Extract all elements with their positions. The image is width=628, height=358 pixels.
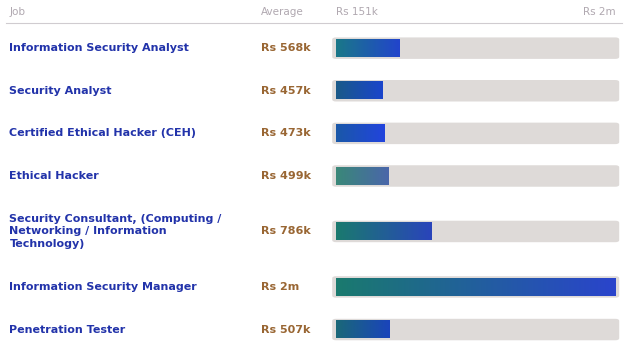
FancyBboxPatch shape — [332, 221, 619, 242]
Text: Rs 568k: Rs 568k — [261, 43, 310, 53]
FancyBboxPatch shape — [332, 276, 619, 297]
Text: Rs 786k: Rs 786k — [261, 227, 310, 236]
Text: Rs 2m: Rs 2m — [261, 282, 299, 292]
Text: Information Security Analyst: Information Security Analyst — [9, 43, 189, 53]
FancyBboxPatch shape — [332, 165, 619, 187]
FancyBboxPatch shape — [332, 319, 619, 340]
Text: Rs 473k: Rs 473k — [261, 129, 310, 139]
Text: Ethical Hacker: Ethical Hacker — [9, 171, 99, 181]
Text: Information Security Manager: Information Security Manager — [9, 282, 197, 292]
Text: Rs 499k: Rs 499k — [261, 171, 311, 181]
Text: Average: Average — [261, 7, 303, 17]
Text: Security Consultant, (Computing /
Networking / Information
Technology): Security Consultant, (Computing / Networ… — [9, 214, 222, 249]
Text: Penetration Tester: Penetration Tester — [9, 325, 126, 334]
FancyBboxPatch shape — [332, 38, 619, 59]
Text: Security Analyst: Security Analyst — [9, 86, 112, 96]
Text: Rs 457k: Rs 457k — [261, 86, 310, 96]
FancyBboxPatch shape — [332, 80, 619, 102]
Text: Rs 2m: Rs 2m — [583, 7, 615, 17]
Text: Certified Ethical Hacker (CEH): Certified Ethical Hacker (CEH) — [9, 129, 197, 139]
FancyBboxPatch shape — [332, 123, 619, 144]
Text: Job: Job — [9, 7, 25, 17]
Text: Rs 151k: Rs 151k — [336, 7, 378, 17]
Text: Rs 507k: Rs 507k — [261, 325, 310, 334]
